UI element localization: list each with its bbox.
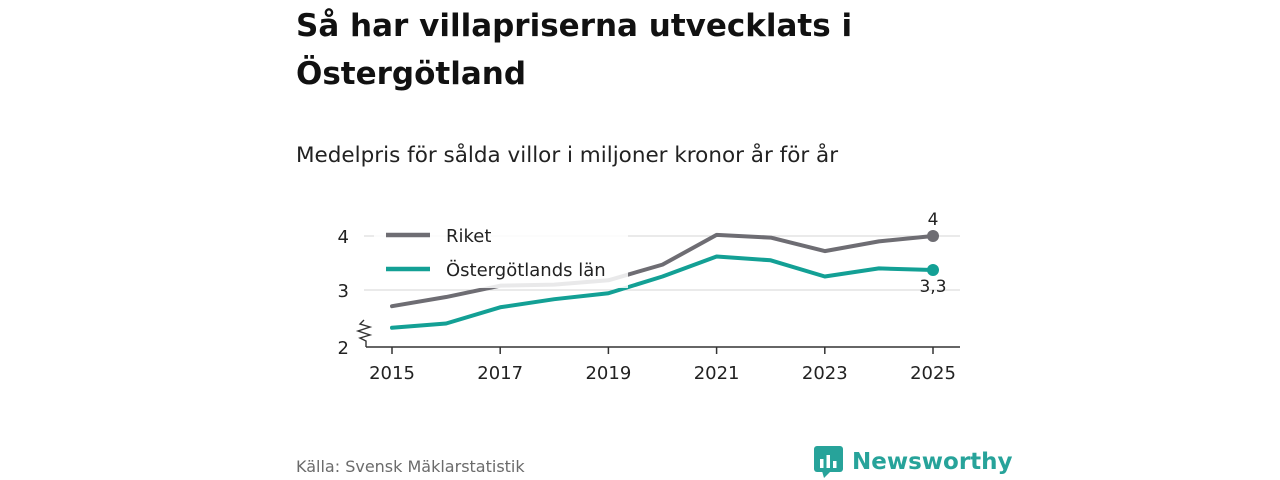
series-line-ostergotland xyxy=(390,254,935,330)
source-note: Källa: Svensk Mäklarstatistik xyxy=(296,457,525,476)
x-tick-label: 2021 xyxy=(694,363,740,384)
chart-subtitle: Medelpris för sålda villor i miljoner kr… xyxy=(296,143,839,168)
brand-name: Newsworthy xyxy=(852,449,1013,475)
legend-label-riket: Riket xyxy=(446,226,491,247)
y-tick-label: 2 xyxy=(338,338,349,359)
x-tick-label: 2019 xyxy=(585,363,631,384)
x-tick-label: 2023 xyxy=(802,363,848,384)
x-tick-label: 2017 xyxy=(477,363,523,384)
chart-title: Så har villapriserna utvecklats i Österg… xyxy=(296,8,853,92)
newsworthy-logo-icon xyxy=(814,446,843,478)
y-tick-label: 3 xyxy=(338,281,349,302)
x-tick-label: 2025 xyxy=(910,363,956,384)
end-point-ostergotland xyxy=(927,264,939,277)
data-label-ostergotland: 3,3 xyxy=(919,277,946,297)
series-line-riket xyxy=(390,232,935,309)
y-tick-label: 4 xyxy=(338,227,349,248)
end-point-riket xyxy=(927,230,939,242)
legend-label-ostergotland: Östergötlands län xyxy=(446,259,606,281)
data-label-riket: 4 xyxy=(928,210,939,230)
axis-break-icon xyxy=(355,319,373,347)
x-tick-label: 2015 xyxy=(369,363,415,384)
brand: Newsworthy xyxy=(814,446,1013,478)
